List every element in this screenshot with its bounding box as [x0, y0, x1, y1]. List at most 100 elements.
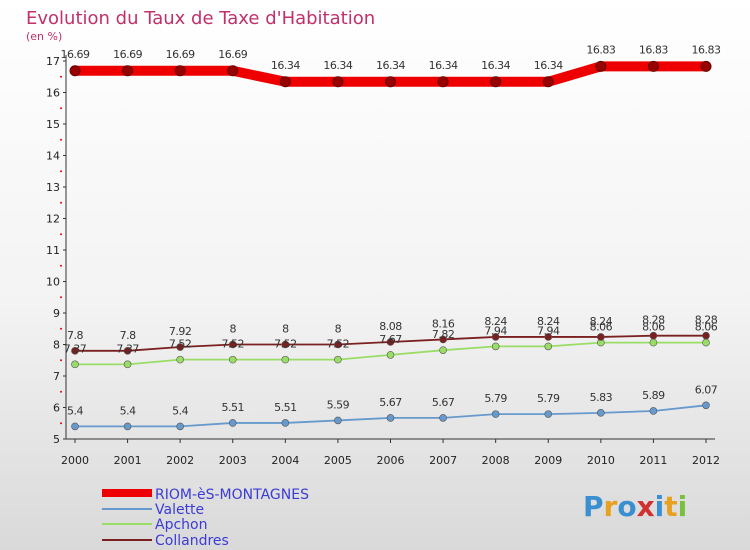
data-label-0: 16.69	[113, 48, 142, 61]
legend-label-apchon: Apchon	[155, 517, 207, 533]
data-point-3	[281, 340, 290, 349]
axes	[60, 55, 715, 443]
y-minor-dot	[60, 264, 62, 267]
data-label-1: 5.79	[484, 392, 507, 405]
chart-title: Evolution du Taux de Taxe d'Habitation	[26, 8, 375, 29]
data-point-0	[227, 65, 239, 77]
data-label-2: 7.52	[327, 338, 350, 351]
data-label-3: 7.8	[120, 329, 136, 342]
data-label-3: 8.24	[484, 315, 507, 328]
data-label-0: 16.34	[429, 59, 458, 72]
data-point-3	[491, 333, 500, 341]
data-point-3	[439, 335, 447, 344]
y-tick-label: 13	[46, 181, 60, 194]
data-point-0	[332, 76, 344, 88]
data-point-2	[71, 360, 79, 369]
data-point-3	[123, 346, 132, 355]
brand-letter: i	[655, 490, 665, 523]
y-tick-label: 11	[46, 244, 60, 257]
data-label-3: 8.08	[379, 320, 402, 333]
y-tick-labels: 5 6 7 8 9 10 11 12 13 14 15 16 17	[46, 55, 60, 446]
data-point-0	[437, 76, 449, 88]
data-point-2	[491, 342, 500, 351]
data-label-3: 8.28	[695, 314, 718, 327]
data-point-3	[544, 333, 553, 341]
data-label-2: 7.82	[432, 328, 455, 341]
data-point-3	[334, 340, 342, 349]
data-point-0	[700, 60, 712, 72]
x-tick-labels: 2000 2001 2002 2003 2004 2005 2006 2007 2008 2009…	[61, 454, 720, 467]
x-tick-label: 2011	[639, 454, 667, 467]
data-label-1: 5.83	[590, 391, 613, 404]
data-label-3: 7.92	[169, 325, 192, 338]
y-tick-label: 10	[46, 276, 60, 289]
data-label-1: 6.07	[695, 383, 718, 396]
data-point-0	[595, 60, 607, 72]
brand-letter: r	[604, 490, 618, 523]
x-tick-label: 2000	[61, 454, 89, 467]
x-tick-label: 2008	[482, 454, 510, 467]
data-label-3: 8.28	[642, 314, 665, 327]
data-label-3: 8.24	[590, 315, 613, 328]
data-point-2	[334, 355, 342, 364]
data-label-1: 5.59	[327, 398, 350, 411]
data-label-2: 7.52	[222, 338, 245, 351]
data-point-1	[281, 419, 290, 427]
y-tick-label: 6	[53, 402, 60, 415]
x-tick-label: 2007	[429, 454, 457, 467]
data-point-1	[334, 416, 342, 425]
data-point-3	[702, 331, 710, 340]
data-point-3	[176, 343, 184, 351]
x-tick-label: 2002	[166, 454, 194, 467]
brand-letter: t	[664, 490, 677, 523]
data-point-0	[542, 76, 554, 88]
x-tick-label: 2001	[114, 454, 142, 467]
data-point-2	[544, 342, 553, 351]
y-tick-label: 16	[46, 87, 60, 100]
data-point-3	[71, 346, 79, 355]
data-label-3: 8	[282, 323, 289, 336]
data-point-3	[597, 333, 605, 341]
data-label-3: 8.24	[537, 315, 560, 328]
data-label-2: 7.37	[116, 342, 139, 355]
data-label-0: 16.34	[323, 59, 352, 72]
legend-label-collandres: Collandres	[155, 533, 229, 549]
data-point-0	[490, 76, 502, 88]
data-label-2: 8.06	[695, 321, 718, 334]
data-label-2: 7.52	[169, 338, 192, 351]
x-tick-label: 2009	[534, 454, 562, 467]
data-label-0: 16.34	[271, 59, 300, 72]
brand-letter: o	[617, 490, 636, 523]
data-label-1: 5.51	[222, 401, 245, 414]
y-minor-dot	[60, 422, 62, 425]
x-tick-label: 2012	[692, 454, 720, 467]
y-minor-dot	[60, 296, 62, 299]
data-label-0: 16.83	[692, 43, 721, 56]
data-label-1: 5.89	[642, 389, 665, 402]
unit-label: (en %)	[26, 30, 62, 43]
data-point-0	[69, 65, 81, 77]
data-label-2: 7.67	[379, 333, 402, 346]
data-label-1: 5.4	[120, 404, 136, 417]
y-tick-label: 7	[53, 370, 60, 383]
x-tick-label: 2003	[219, 454, 247, 467]
data-point-2	[176, 355, 184, 364]
data-point-2	[386, 351, 395, 359]
data-point-0	[279, 76, 291, 88]
data-point-2	[439, 346, 447, 354]
data-label-1: 5.67	[432, 396, 455, 409]
x-tick-label: 2006	[377, 454, 405, 467]
brand-letter: P	[583, 490, 604, 523]
x-tick-label: 2010	[587, 454, 615, 467]
y-tick-label: 12	[46, 213, 60, 226]
legend-label-valette: Valette	[155, 502, 204, 518]
data-label-0: 16.69	[61, 48, 90, 61]
data-point-2	[649, 338, 658, 347]
y-minor-dot	[60, 107, 62, 110]
y-minor-dot	[60, 327, 62, 330]
y-minor-dot	[60, 138, 62, 141]
data-point-0	[174, 65, 186, 77]
data-label-1: 5.4	[67, 404, 83, 417]
data-point-1	[597, 409, 605, 417]
